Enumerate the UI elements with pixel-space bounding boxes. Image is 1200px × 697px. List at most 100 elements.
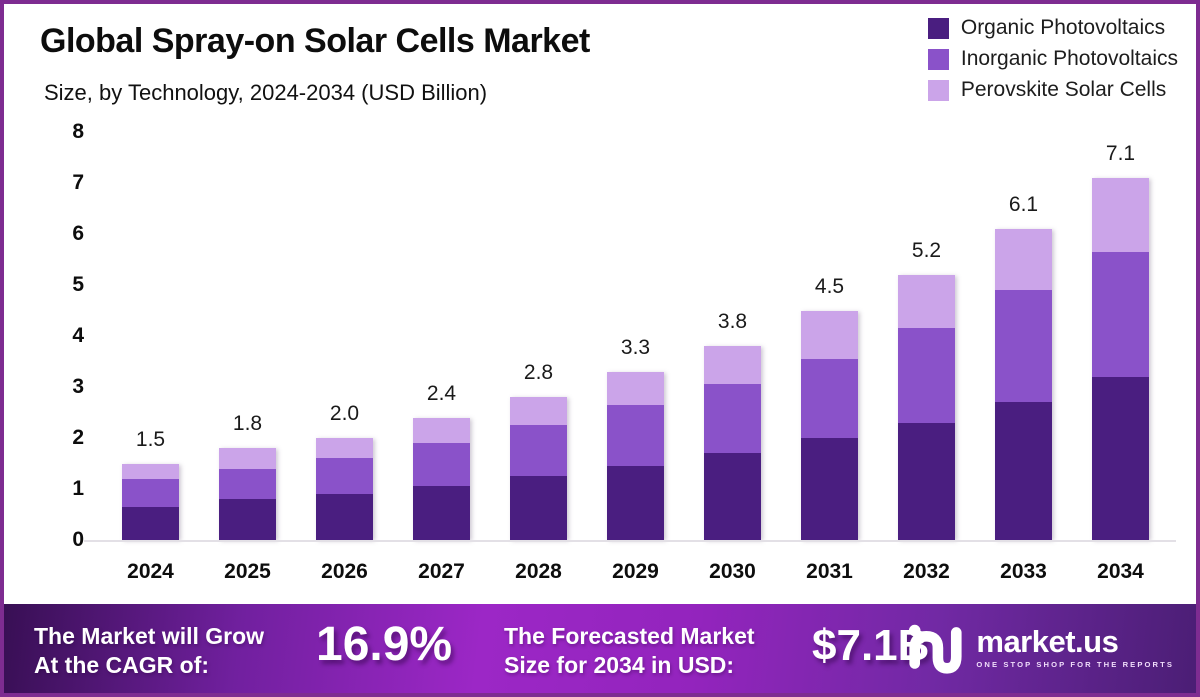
forecast-label-line2: Size for 2034 in USD:: [504, 652, 735, 679]
bar-segment-inorganic-photovoltaics: [898, 328, 955, 423]
bar-total-label: 6.1: [1008, 192, 1039, 216]
bar-segment-perovskite-solar-cells: [219, 448, 276, 469]
y-tick-label: 2: [72, 426, 84, 449]
legend-item: Perovskite Solar Cells: [927, 78, 1178, 102]
bar-segment-organic-photovoltaics: [898, 422, 955, 540]
bar-segment-perovskite-solar-cells: [413, 417, 470, 444]
x-axis-labels: 2024 2025 2026 2027 2028 2029 2030 2031 2032 2033…: [102, 560, 1169, 584]
bar-slot-2025: 1.8: [199, 132, 296, 540]
bar-segment-organic-photovoltaics: [316, 494, 373, 540]
legend-swatch-icon: [927, 48, 949, 70]
x-axis-label: 2033: [1000, 560, 1047, 583]
bar-2026: [316, 438, 373, 540]
bar-slot-2033: 6.1: [975, 132, 1072, 540]
x-axis-label: 2034: [1097, 560, 1144, 583]
y-tick-label: 0: [72, 528, 84, 551]
y-tick-label: 5: [72, 273, 84, 296]
x-axis-label: 2025: [224, 560, 271, 583]
market-us-logo: market.us ONE STOP SHOP FOR THE REPORTS: [906, 618, 1174, 676]
legend-label: Inorganic Photovoltaics: [960, 47, 1178, 70]
y-tick-label: 1: [72, 477, 84, 500]
bar-slot-2026: 2.0: [296, 132, 393, 540]
bar-slot-2027: 2.4: [393, 132, 490, 540]
bar-2034: [1092, 177, 1149, 540]
y-tick-label: 6: [72, 222, 84, 245]
bar-2033: [995, 228, 1052, 540]
bar-total-label: 2.8: [523, 361, 554, 385]
bar-segment-perovskite-solar-cells: [122, 463, 179, 479]
legend-label: Organic Photovoltaics: [960, 16, 1166, 39]
forecast-label-line1: The Forecasted Market: [504, 623, 755, 649]
cagr-label-line1: The Market will Grow: [34, 623, 265, 649]
bar-total-label: 5.2: [911, 238, 942, 262]
bar-segment-inorganic-photovoltaics: [995, 290, 1052, 403]
bar-segment-perovskite-solar-cells: [1092, 177, 1149, 252]
bar-total-label: 7.1: [1105, 141, 1136, 165]
x-axis-label: 2027: [418, 560, 465, 583]
bar-segment-perovskite-solar-cells: [898, 274, 955, 329]
bar-slot-2030: 3.8: [684, 132, 781, 540]
bar-total-label: 4.5: [814, 274, 845, 298]
bar-segment-organic-photovoltaics: [219, 499, 276, 540]
bar-slot-2028: 2.8: [490, 132, 587, 540]
cagr-label-line2: At the CAGR of:: [34, 652, 210, 679]
bar-slot-2032: 5.2: [878, 132, 975, 540]
bar-segment-perovskite-solar-cells: [510, 397, 567, 426]
bar-total-label: 3.8: [717, 310, 748, 334]
legend-swatch-icon: [927, 79, 949, 101]
footer-banner: The Market will Grow At the CAGR of: 16.…: [4, 604, 1196, 693]
chart-subtitle: Size, by Technology, 2024-2034 (USD Bill…: [44, 80, 488, 105]
bar-segment-inorganic-photovoltaics: [510, 425, 567, 477]
bar-2024: [122, 463, 179, 540]
bar-segment-inorganic-photovoltaics: [413, 443, 470, 487]
y-tick-label: 7: [72, 171, 84, 194]
x-axis-label: 2029: [612, 560, 659, 583]
bar-segment-inorganic-photovoltaics: [122, 478, 179, 507]
bar-slot-2031: 4.5: [781, 132, 878, 540]
bar-total-label: 3.3: [620, 335, 651, 359]
x-axis-label: 2032: [903, 560, 950, 583]
x-axis-label: 2028: [515, 560, 562, 583]
bar-total-label: 2.0: [329, 402, 360, 425]
bar-segment-organic-photovoltaics: [510, 476, 567, 540]
bar-segment-organic-photovoltaics: [607, 466, 664, 540]
bar-slot-2034: 7.1: [1072, 132, 1169, 540]
legend-item: Organic Photovoltaics: [927, 16, 1178, 40]
bar-segment-inorganic-photovoltaics: [316, 458, 373, 495]
x-axis-label: 2026: [321, 560, 368, 583]
bar-slot-2024: 1.5: [102, 132, 199, 540]
chart-title: Global Spray-on Solar Cells Market: [40, 22, 590, 60]
bar-segment-organic-photovoltaics: [413, 486, 470, 540]
bar-segment-inorganic-photovoltaics: [704, 384, 761, 454]
bar-segment-inorganic-photovoltaics: [801, 358, 858, 438]
bar-2032: [898, 274, 955, 540]
bar-segment-organic-photovoltaics: [1092, 376, 1149, 540]
bar-segment-organic-photovoltaics: [704, 453, 761, 540]
market-us-logo-name: market.us: [976, 623, 1119, 659]
cagr-value: 16.9%: [316, 618, 453, 671]
y-tick-label: 3: [72, 375, 84, 398]
bar-segment-organic-photovoltaics: [995, 402, 1052, 540]
bar-segment-inorganic-photovoltaics: [219, 468, 276, 500]
bar-2027: [413, 417, 470, 540]
market-us-logo-tagline: ONE STOP SHOP FOR THE REPORTS: [976, 659, 1174, 669]
bar-segment-organic-photovoltaics: [122, 506, 179, 540]
market-us-logo-icon: [909, 624, 962, 674]
bar-2030: [704, 346, 761, 540]
plot-area: 1.5 1.8 2.0 2.4 2.8 3.3 3.8 4.5 5.2 6.1 7.1: [102, 132, 1169, 540]
x-axis-label: 2031: [806, 560, 853, 583]
y-tick-label: 8: [72, 120, 84, 143]
bar-segment-perovskite-solar-cells: [704, 346, 761, 385]
bar-total-label: 2.4: [426, 381, 457, 405]
forecast-label: The Forecasted Market Size for 2034 in U…: [504, 622, 755, 681]
bar-segment-perovskite-solar-cells: [801, 310, 858, 359]
bar-segment-inorganic-photovoltaics: [1092, 251, 1149, 377]
y-tick-label: 4: [72, 324, 84, 347]
bar-2025: [219, 448, 276, 540]
bar-segment-organic-photovoltaics: [801, 438, 858, 540]
y-axis: 0 1 2 3 4 5 6 7 8: [32, 4, 84, 604]
legend-item: Inorganic Photovoltaics: [927, 47, 1178, 71]
market-us-logo-text-block: market.us ONE STOP SHOP FOR THE REPORTS: [976, 626, 1174, 669]
bar-segment-perovskite-solar-cells: [995, 228, 1052, 291]
